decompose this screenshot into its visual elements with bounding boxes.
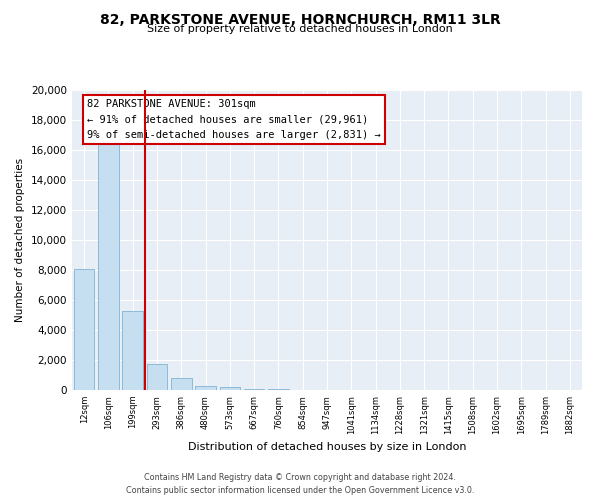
X-axis label: Distribution of detached houses by size in London: Distribution of detached houses by size … — [188, 442, 466, 452]
Bar — [74, 268, 94, 390]
Bar — [195, 386, 216, 390]
Bar — [171, 378, 191, 390]
Bar — [146, 364, 167, 390]
Bar — [220, 387, 240, 390]
Bar — [122, 310, 143, 390]
Text: Contains HM Land Registry data © Crown copyright and database right 2024.
Contai: Contains HM Land Registry data © Crown c… — [126, 473, 474, 495]
Bar — [98, 142, 119, 390]
Y-axis label: Number of detached properties: Number of detached properties — [16, 158, 25, 322]
Bar — [244, 388, 265, 390]
Text: 82 PARKSTONE AVENUE: 301sqm
← 91% of detached houses are smaller (29,961)
9% of : 82 PARKSTONE AVENUE: 301sqm ← 91% of det… — [88, 99, 381, 140]
Text: Size of property relative to detached houses in London: Size of property relative to detached ho… — [147, 24, 453, 34]
Text: 82, PARKSTONE AVENUE, HORNCHURCH, RM11 3LR: 82, PARKSTONE AVENUE, HORNCHURCH, RM11 3… — [100, 12, 500, 26]
Bar — [268, 389, 289, 390]
